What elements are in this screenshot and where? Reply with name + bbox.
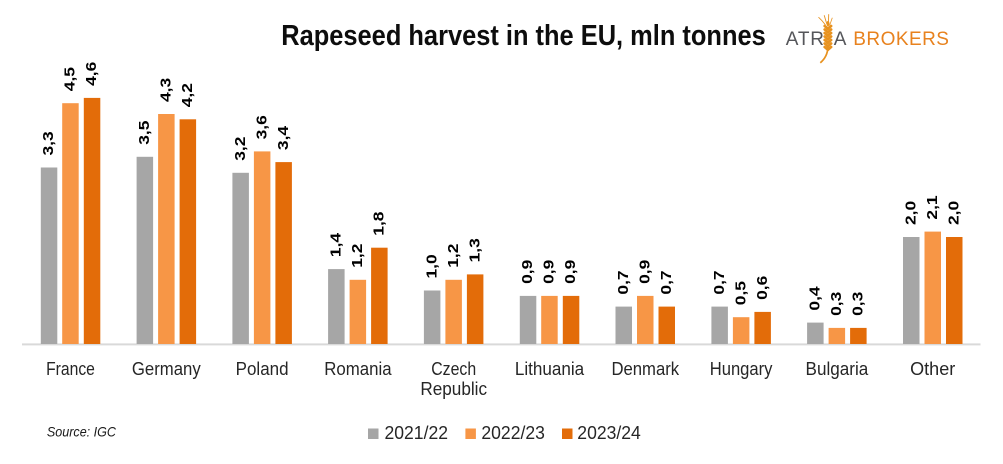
svg-text:3,3: 3,3 bbox=[40, 131, 57, 155]
svg-text:BROKERS: BROKERS bbox=[853, 29, 949, 50]
svg-text:3,2: 3,2 bbox=[232, 137, 249, 161]
svg-text:Rapeseed harvest in the EU, ml: Rapeseed harvest in the EU, mln tonnes bbox=[281, 20, 766, 52]
svg-text:0,3: 0,3 bbox=[828, 292, 845, 316]
svg-text:0,4: 0,4 bbox=[807, 286, 824, 311]
svg-text:Poland: Poland bbox=[236, 359, 289, 379]
svg-text:Czech: Czech bbox=[431, 359, 476, 379]
svg-text:Denmark: Denmark bbox=[611, 359, 680, 379]
svg-text:3,5: 3,5 bbox=[136, 121, 153, 145]
svg-text:0,7: 0,7 bbox=[711, 270, 728, 294]
svg-text:1,2: 1,2 bbox=[445, 244, 462, 268]
svg-text:0,9: 0,9 bbox=[541, 260, 558, 284]
svg-text:Bulgaria: Bulgaria bbox=[806, 359, 870, 379]
svg-text:4,5: 4,5 bbox=[62, 67, 79, 91]
svg-text:4,6: 4,6 bbox=[83, 62, 100, 86]
svg-text:2022/23: 2022/23 bbox=[481, 423, 545, 443]
svg-text:1,2: 1,2 bbox=[349, 244, 366, 268]
svg-text:Source: IGC: Source: IGC bbox=[47, 424, 117, 440]
svg-text:Lithuania: Lithuania bbox=[515, 359, 585, 379]
svg-text:3,4: 3,4 bbox=[275, 125, 292, 150]
svg-text:0,6: 0,6 bbox=[754, 276, 771, 300]
svg-text:2,0: 2,0 bbox=[945, 201, 962, 225]
svg-text:2023/24: 2023/24 bbox=[577, 423, 641, 443]
svg-text:2,0: 2,0 bbox=[902, 201, 919, 225]
svg-text:0,9: 0,9 bbox=[519, 260, 536, 284]
svg-text:4,3: 4,3 bbox=[158, 78, 175, 102]
svg-text:ATR: ATR bbox=[786, 29, 825, 50]
svg-text:Romania: Romania bbox=[324, 359, 392, 379]
svg-text:A: A bbox=[834, 29, 847, 50]
svg-text:Germany: Germany bbox=[132, 359, 201, 379]
svg-text:0,7: 0,7 bbox=[658, 270, 675, 294]
svg-text:0,9: 0,9 bbox=[637, 260, 654, 284]
svg-text:Hungary: Hungary bbox=[710, 359, 773, 379]
svg-text:0,7: 0,7 bbox=[615, 270, 632, 294]
svg-text:1,4: 1,4 bbox=[328, 232, 345, 257]
svg-text:1,8: 1,8 bbox=[371, 211, 388, 235]
svg-text:3,6: 3,6 bbox=[253, 115, 270, 139]
svg-text:France: France bbox=[46, 359, 95, 379]
svg-text:1,3: 1,3 bbox=[466, 238, 483, 262]
svg-text:Other: Other bbox=[910, 359, 955, 379]
svg-text:2,1: 2,1 bbox=[924, 195, 941, 219]
svg-text:4,2: 4,2 bbox=[179, 83, 196, 107]
svg-text:0,5: 0,5 bbox=[732, 281, 749, 305]
svg-text:Republic: Republic bbox=[420, 379, 487, 399]
svg-text:0,9: 0,9 bbox=[562, 260, 579, 284]
svg-text:0,3: 0,3 bbox=[850, 292, 867, 316]
svg-text:2021/22: 2021/22 bbox=[385, 423, 449, 443]
svg-text:1,0: 1,0 bbox=[423, 254, 440, 278]
